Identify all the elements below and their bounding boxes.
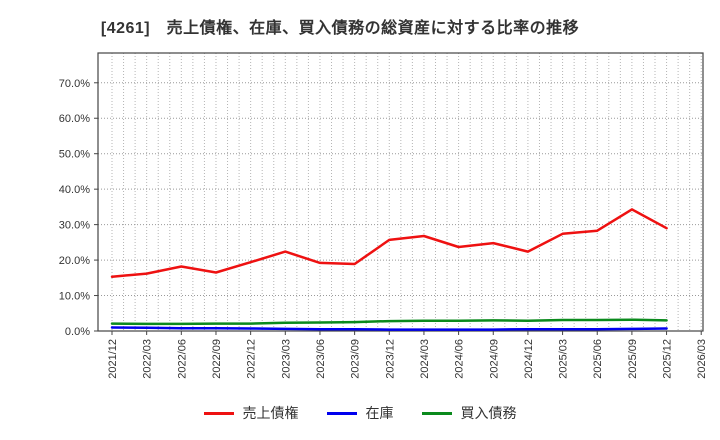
series-line-uriage-saiken [110, 208, 668, 278]
x-tick-label: 2025/12 [662, 339, 674, 379]
x-tick-label: 2023/09 [350, 339, 362, 379]
y-tick-label: 40.0% [59, 184, 90, 196]
x-tick-label: 2026/03 [696, 339, 708, 379]
y-tick-label: 30.0% [59, 220, 90, 232]
x-tick-label: 2024/09 [488, 339, 500, 379]
y-tick-label: 70.0% [59, 78, 90, 90]
x-tick-label: 2023/12 [384, 339, 396, 379]
y-tick-label: 20.0% [59, 255, 90, 267]
series-line-kaiire-saimu [110, 318, 668, 326]
x-tick-label: 2024/03 [419, 339, 431, 379]
legend-item: 在庫 [326, 403, 394, 423]
legend-line-swatch [421, 411, 452, 415]
x-tick-label: 2023/03 [280, 339, 292, 379]
legend: 売上債権 在庫 買入債務 [0, 403, 720, 423]
legend-line-swatch [326, 411, 357, 415]
x-tick-label: 2024/12 [523, 339, 535, 379]
chart-title: [4261] 売上債権、在庫、買入債務の総資産に対する比率の推移 [100, 20, 580, 37]
y-tick-label: 60.0% [59, 113, 90, 125]
y-tick-label: 0.0% [65, 326, 90, 338]
series-line-zaiko [110, 326, 668, 331]
y-tick-label: 50.0% [59, 149, 90, 161]
legend-label: 在庫 [365, 405, 394, 421]
legend-label: 売上債権 [242, 405, 299, 421]
x-tick-label: 2022/09 [211, 339, 223, 379]
x-tick-label: 2022/12 [246, 339, 258, 379]
x-tick-label: 2025/09 [627, 339, 639, 379]
x-tick-label: 2022/03 [142, 339, 154, 379]
legend-item: 買入債務 [421, 403, 517, 423]
x-tick-label: 2022/06 [176, 339, 188, 379]
x-tick-label: 2025/03 [558, 339, 570, 379]
x-tick-label: 2025/06 [592, 339, 604, 379]
x-tick-label: 2023/06 [315, 339, 327, 379]
x-tick-label: 2021/12 [107, 339, 119, 379]
y-tick-label: 10.0% [59, 291, 90, 303]
legend-line-swatch [203, 411, 234, 415]
legend-item: 売上債権 [203, 403, 299, 423]
legend-label: 買入債務 [460, 405, 517, 421]
plot-frame [97, 52, 704, 332]
x-tick-label: 2024/06 [454, 339, 466, 379]
